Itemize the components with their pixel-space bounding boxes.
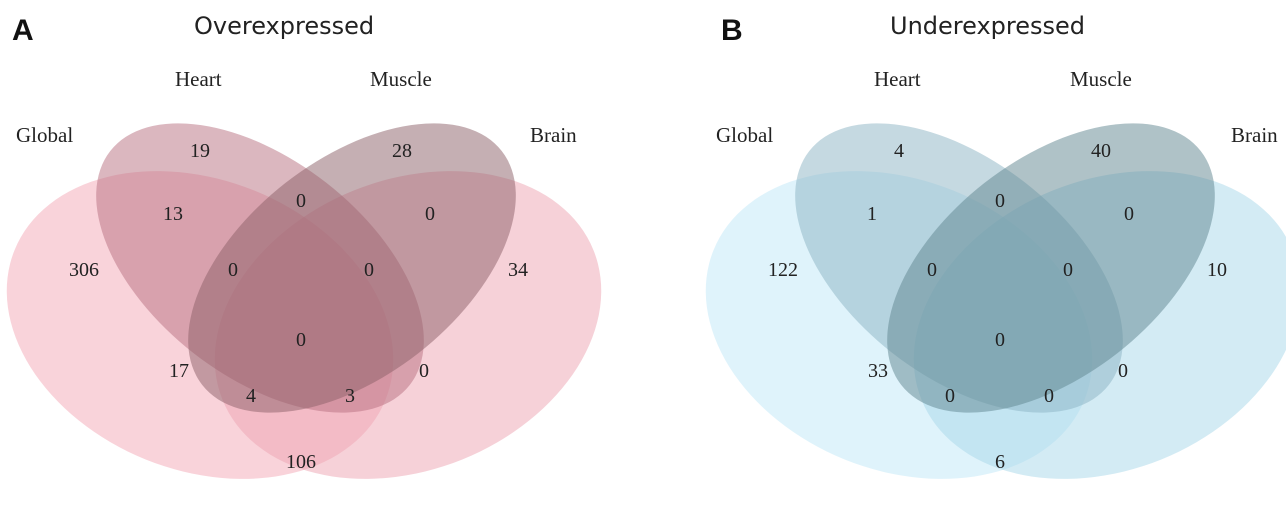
count-global-brain: 106 <box>286 451 316 473</box>
count-global-only: 122 <box>768 259 798 281</box>
count-heart-muscle-brain: 0 <box>1063 259 1073 281</box>
count-brain-only: 34 <box>508 259 528 281</box>
count-muscle-only: 28 <box>392 140 412 162</box>
venn-panel-a: A Overexpressed Global Heart Muscle Brai… <box>6 12 602 479</box>
count-global-brain: 6 <box>995 451 1005 473</box>
count-heart-only: 19 <box>190 140 210 162</box>
count-global-muscle: 17 <box>169 360 189 382</box>
panel-letter: B <box>721 14 743 47</box>
count-heart-muscle: 0 <box>296 190 306 212</box>
venn-ellipses <box>705 123 1286 479</box>
set-label-brain: Brain <box>1231 123 1278 147</box>
set-label-global: Global <box>716 123 773 147</box>
count-global-heart-muscle: 0 <box>228 259 238 281</box>
count-heart-brain: 0 <box>1118 360 1128 382</box>
venn-ellipses <box>6 123 602 479</box>
count-global-heart-brain: 0 <box>1044 385 1054 407</box>
panel-letter: A <box>12 14 34 47</box>
count-global-only: 306 <box>69 259 99 281</box>
set-label-muscle: Muscle <box>1070 67 1132 91</box>
count-heart-muscle: 0 <box>995 190 1005 212</box>
venn-panel-b: B Underexpressed Global Heart Muscle Bra… <box>643 0 1286 517</box>
count-global-muscle-brain: 0 <box>945 385 955 407</box>
count-muscle-brain: 0 <box>1124 203 1134 225</box>
panel-title: Overexpressed <box>194 12 375 40</box>
count-all-four: 0 <box>995 329 1005 351</box>
venn-diagram: Global Heart Muscle Brain 122 4 40 10 1 … <box>705 67 1286 479</box>
count-heart-muscle-brain: 0 <box>364 259 374 281</box>
set-label-muscle: Muscle <box>370 67 432 91</box>
count-global-muscle-brain: 4 <box>246 385 256 407</box>
panel-title: Underexpressed <box>890 12 1086 40</box>
count-global-heart-brain: 3 <box>345 385 355 407</box>
set-ellipse-muscle <box>887 123 1215 413</box>
set-ellipse-muscle <box>188 123 516 413</box>
count-global-muscle: 33 <box>868 360 888 382</box>
count-global-heart: 13 <box>163 203 183 225</box>
count-global-heart-muscle: 0 <box>927 259 937 281</box>
set-label-heart: Heart <box>175 67 222 91</box>
count-muscle-only: 40 <box>1091 140 1111 162</box>
count-global-heart: 1 <box>867 203 877 225</box>
count-heart-only: 4 <box>894 140 904 162</box>
count-all-four: 0 <box>296 329 306 351</box>
venn-diagram: Global Heart Muscle Brain 306 19 28 34 1… <box>6 67 602 479</box>
set-label-global: Global <box>16 123 73 147</box>
count-brain-only: 10 <box>1207 259 1227 281</box>
count-heart-brain: 0 <box>419 360 429 382</box>
set-label-brain: Brain <box>530 123 577 147</box>
set-label-heart: Heart <box>874 67 921 91</box>
count-muscle-brain: 0 <box>425 203 435 225</box>
